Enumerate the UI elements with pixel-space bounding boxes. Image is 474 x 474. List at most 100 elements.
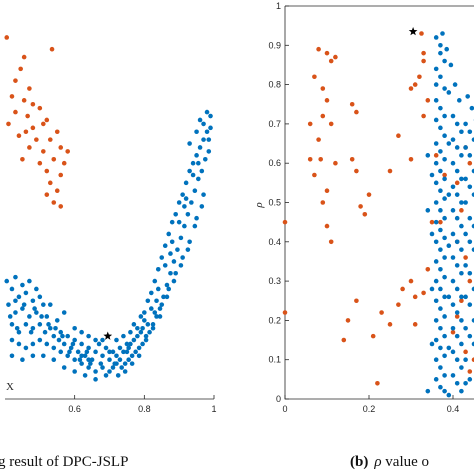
panel-a-point-cluster2 xyxy=(145,298,151,304)
panel-a-point-cluster2 xyxy=(208,125,213,131)
panel-a-point-cluster1 xyxy=(20,156,25,162)
panel-b-point-cluster2 xyxy=(438,50,443,56)
panel-b-point-cluster2 xyxy=(459,223,464,229)
panel-b-point-cluster2 xyxy=(438,227,443,233)
panel-a-point-cluster2 xyxy=(166,286,172,292)
panel-b-point-cluster2 xyxy=(454,215,460,221)
panel-b-point-cluster1 xyxy=(396,133,401,138)
panel-b-point-cluster2 xyxy=(438,286,443,292)
panel-a-point-cluster1 xyxy=(13,78,18,83)
panel-a-point-cluster2 xyxy=(128,341,133,347)
panel-a-point-cluster1 xyxy=(49,46,55,52)
panel-a-point-cluster1 xyxy=(4,35,10,40)
panel-b-point-cluster2 xyxy=(444,46,450,52)
panel-a-point-cluster2 xyxy=(110,349,116,355)
panel-b-point-cluster2 xyxy=(465,94,471,99)
panel-a-point-cluster1 xyxy=(51,156,57,162)
panel-b-point-cluster1 xyxy=(366,192,372,197)
panel-b-point-cluster2 xyxy=(459,176,464,182)
panel-b-point-cluster2 xyxy=(442,388,447,394)
panel-a-point-cluster2 xyxy=(121,349,126,355)
panel-a-point-cluster1 xyxy=(27,145,32,150)
panel-b-point-cluster2 xyxy=(438,384,443,390)
panel-a-point-cluster1 xyxy=(21,98,27,103)
panel-b-point-cluster1 xyxy=(282,310,288,315)
panel-b-point-cluster1 xyxy=(459,298,464,304)
panel-a-point-cluster2 xyxy=(98,361,104,366)
panel-a-point-cluster2 xyxy=(37,337,43,343)
panel-b-point-cluster2 xyxy=(433,180,439,186)
panel-a-point-cluster2 xyxy=(100,337,105,343)
panel-b-point-cluster2 xyxy=(438,365,443,370)
panel-a-point-cluster2 xyxy=(129,353,135,359)
panel-a-point-cluster2 xyxy=(124,349,130,355)
panel-b-point-cluster2 xyxy=(467,153,473,158)
panel-b-point-cluster2 xyxy=(442,255,447,260)
panel-b-point-cluster2 xyxy=(433,35,439,40)
panel-a-point-cluster2 xyxy=(72,337,77,343)
panel-b-point-cluster1 xyxy=(421,290,426,296)
panel-b-point-cluster2 xyxy=(471,318,474,323)
panel-b-point-cluster1 xyxy=(312,74,317,80)
panel-a-point-cluster2 xyxy=(86,333,91,339)
panel-a-point-cluster2 xyxy=(67,349,72,355)
panel-a-point-cluster2 xyxy=(185,211,191,217)
panel-b-point-cluster2 xyxy=(459,247,464,252)
panel-b-point-cluster2 xyxy=(442,294,447,300)
panel-a-point-cluster2 xyxy=(136,353,142,359)
panel-a-point-cluster2 xyxy=(196,160,201,166)
panel-b-point-cluster2 xyxy=(448,62,454,68)
panel-a-point-cluster2 xyxy=(27,278,32,284)
panel-a-point-cluster2 xyxy=(58,329,64,335)
panel-b-point-cluster1 xyxy=(354,168,359,174)
panel-a-point-cluster1 xyxy=(41,149,46,154)
panel-b-point-cluster1 xyxy=(318,156,324,162)
panel-a-point-cluster2 xyxy=(196,176,201,182)
panel-b-point-cluster1 xyxy=(463,349,468,355)
panel-a-point-cluster2 xyxy=(117,345,123,351)
panel-a-point-cluster2 xyxy=(183,196,189,201)
panel-b-point-cluster2 xyxy=(429,286,435,292)
panel-a-point-cluster2 xyxy=(13,298,18,304)
panel-a-point-cluster2 xyxy=(143,337,149,343)
panel-b-axes: 0 0.2 0.4 0 0.1 0.2 0.3 0.4 0.5 0.6 0.7 0.8 0.9 1 xyxy=(268,1,474,414)
panel-a-point-cluster2 xyxy=(161,294,166,300)
panel-a-point-cluster2 xyxy=(122,361,128,366)
panel-a-point-cluster2 xyxy=(185,247,191,252)
panel-a-point-cluster2 xyxy=(51,333,57,339)
panel-a-point-cluster2 xyxy=(176,200,182,205)
panel-a-point-cluster2 xyxy=(75,349,81,355)
panel-b-point-cluster2 xyxy=(467,333,473,339)
panel-a-point-cluster2 xyxy=(129,361,135,366)
panel-a-scatter: 0.6 0.8 1 X xyxy=(4,35,217,414)
panel-a-x-tick-label: 1 xyxy=(211,404,216,414)
panel-b-point-cluster2 xyxy=(452,82,458,87)
panel-b-point-cluster2 xyxy=(459,270,464,276)
panel-a-point-cluster2 xyxy=(88,361,93,366)
panel-b-point-cluster1 xyxy=(454,180,460,186)
panel-a-point-cluster2 xyxy=(187,141,192,146)
panel-a-point-cluster2 xyxy=(194,215,199,221)
panel-b-point-cluster2 xyxy=(471,137,474,142)
panel-a-point-cluster2 xyxy=(149,306,154,311)
panel-a-point-cluster2 xyxy=(16,294,22,300)
panel-b-point-cluster2 xyxy=(469,105,474,111)
panel-b-point-cluster2 xyxy=(446,345,452,351)
panel-a-point-cluster2 xyxy=(107,357,112,363)
panel-a-point-cluster2 xyxy=(192,188,198,194)
panel-a-point-cluster2 xyxy=(58,349,64,355)
panel-b-point-cluster1 xyxy=(316,46,321,52)
panel-b-point-cluster2 xyxy=(438,306,443,311)
panel-a-point-cluster2 xyxy=(140,341,145,347)
panel-a-point-cluster2 xyxy=(44,341,50,347)
panel-a-point-cluster1 xyxy=(54,188,60,194)
panel-a-point-cluster2 xyxy=(56,337,62,343)
panel-b-point-cluster1 xyxy=(354,298,359,304)
panel-a-point-cluster2 xyxy=(201,121,206,127)
panel-b-point-cluster2 xyxy=(442,353,447,359)
panel-a-caption: g result of DPC-JSLP xyxy=(0,454,128,470)
panel-a-point-cluster2 xyxy=(119,365,124,370)
panel-a-point-cluster2 xyxy=(133,349,138,355)
panel-a-point-cluster2 xyxy=(115,373,121,378)
panel-a-point-cluster2 xyxy=(143,333,149,339)
